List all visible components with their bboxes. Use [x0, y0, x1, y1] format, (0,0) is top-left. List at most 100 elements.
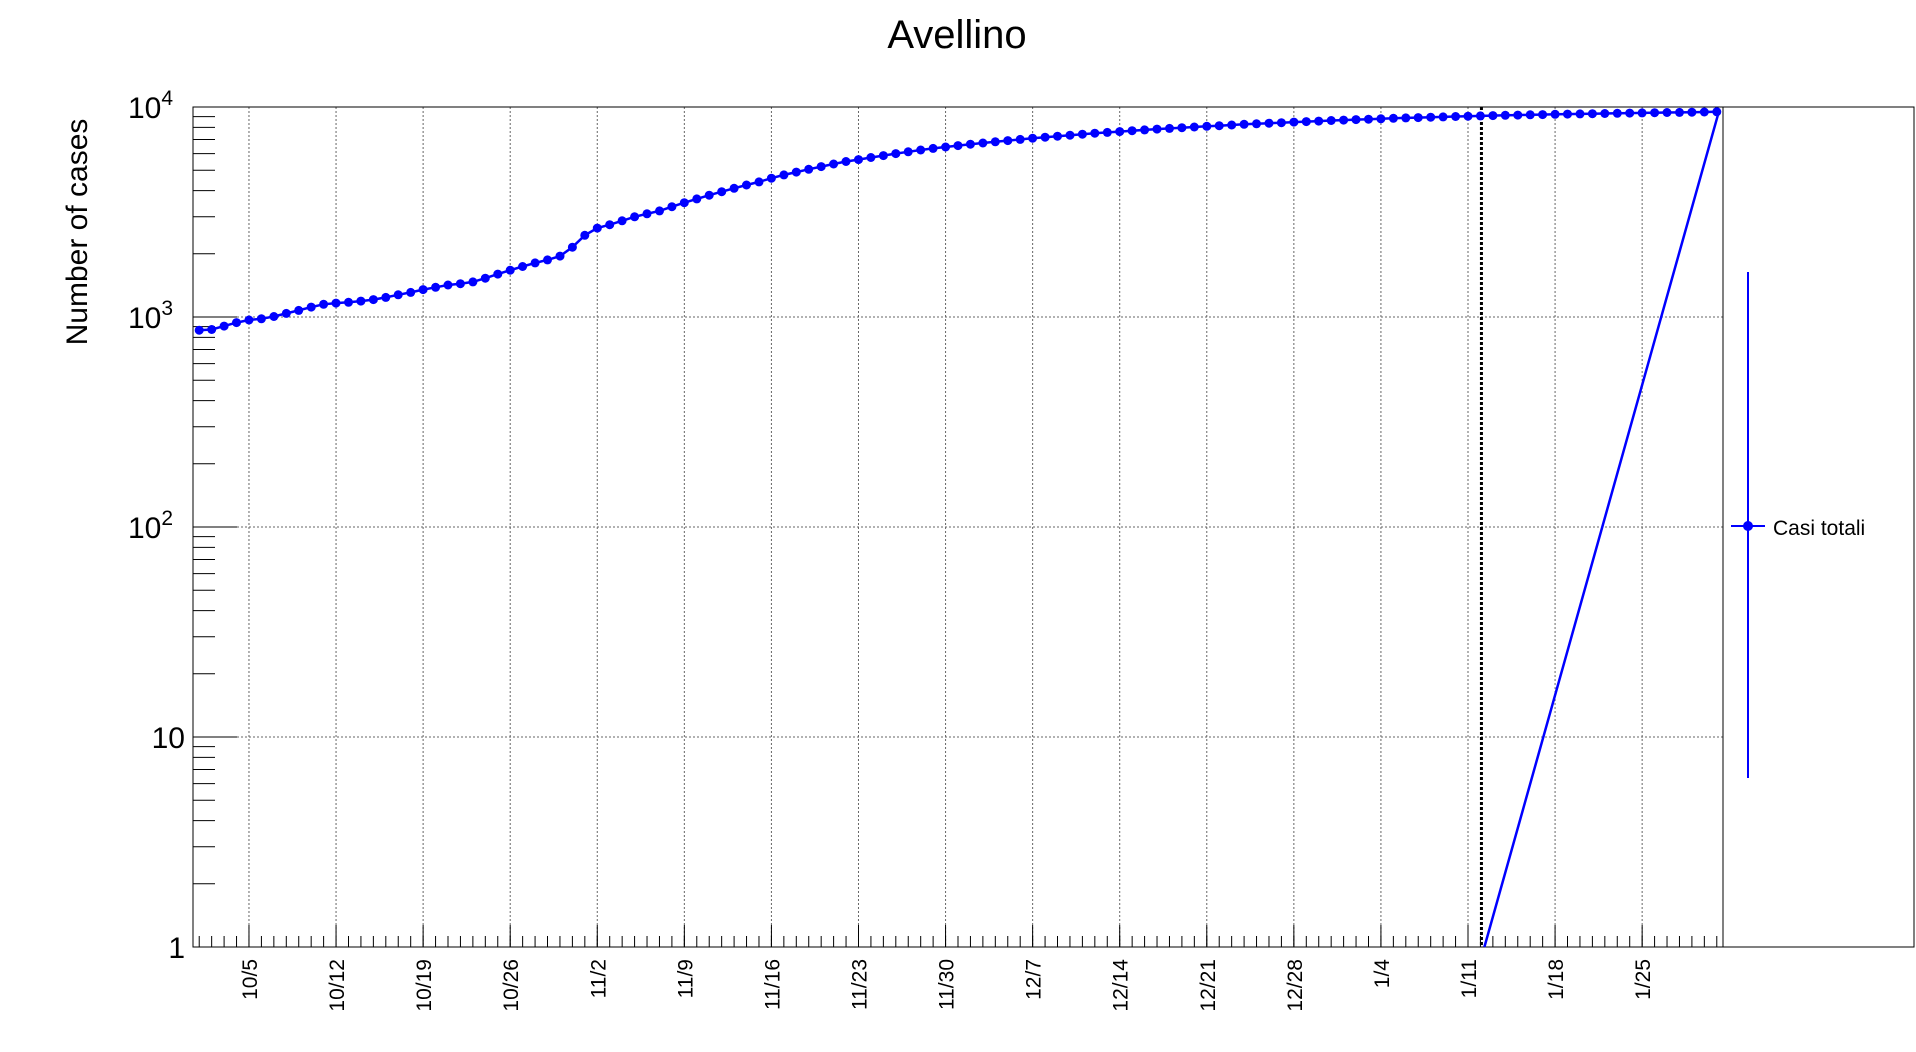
- data-point: [1463, 111, 1473, 121]
- data-point: [866, 153, 876, 162]
- data-point: [344, 297, 353, 307]
- data-point: [891, 149, 901, 159]
- data-point: [1239, 119, 1249, 129]
- data-point: [878, 151, 888, 161]
- data-point: [543, 255, 552, 265]
- data-point: [841, 157, 851, 166]
- data-point: [978, 138, 988, 148]
- x-tick-label: 11/9: [674, 959, 697, 998]
- data-point: [779, 170, 789, 180]
- y-tick-label: 102: [128, 507, 173, 545]
- data-point: [1550, 109, 1560, 119]
- data-point: [418, 285, 428, 295]
- y-axis-label: Number of cases: [61, 119, 94, 346]
- y-tick-label: 103: [128, 297, 173, 335]
- data-point: [916, 145, 926, 155]
- data-point: [232, 318, 241, 328]
- x-tick-label: 11/30: [936, 959, 959, 1010]
- x-tick-label: 1/11: [1458, 959, 1481, 998]
- data-point: [1140, 125, 1150, 135]
- data-point: [953, 141, 963, 151]
- data-point: [281, 308, 291, 318]
- x-tick-label: 11/2: [587, 959, 610, 998]
- data-point: [1687, 107, 1697, 117]
- data-point: [1401, 113, 1411, 123]
- data-point: [592, 223, 602, 233]
- data-point: [742, 180, 751, 190]
- data-point: [1376, 114, 1386, 124]
- data-point: [729, 183, 739, 193]
- data-point: [1090, 128, 1100, 138]
- x-tick-label: 10/5: [239, 959, 262, 1000]
- data-point: [1115, 127, 1125, 137]
- data-point: [1003, 136, 1013, 146]
- data-point: [1538, 110, 1548, 120]
- data-point: [194, 325, 204, 335]
- data-point: [704, 190, 714, 200]
- data-point: [717, 187, 727, 197]
- data-point: [381, 292, 391, 302]
- x-tick-label: 12/7: [1023, 959, 1046, 1000]
- data-point: [406, 287, 416, 297]
- x-tick-label: 10/26: [500, 959, 523, 1012]
- data-point: [468, 277, 478, 287]
- data-point: [1264, 118, 1274, 128]
- data-point: [443, 280, 453, 290]
- data-point: [518, 262, 528, 271]
- x-tick-label: 1/18: [1545, 959, 1568, 1000]
- data-point: [1612, 108, 1622, 118]
- y-tick-label: 10: [152, 722, 185, 755]
- data-point: [1127, 126, 1137, 136]
- data-point: [1475, 111, 1485, 121]
- x-tick-label: 1/4: [1371, 959, 1394, 989]
- data-point: [1364, 114, 1373, 124]
- data-point: [816, 162, 826, 172]
- data-point: [679, 198, 689, 208]
- data-point: [1500, 110, 1510, 120]
- data-point: [754, 177, 764, 187]
- data-point: [1438, 112, 1448, 122]
- legend: Casi totali: [1731, 272, 1865, 778]
- x-tick-label: 12/21: [1197, 959, 1220, 1012]
- data-point: [1575, 109, 1585, 119]
- data-point: [692, 194, 702, 204]
- data-point: [854, 155, 863, 165]
- x-tick-label: 10/19: [413, 959, 436, 1012]
- data-point: [331, 298, 341, 308]
- legend-label: Casi totali: [1773, 517, 1865, 540]
- data-point: [1040, 132, 1050, 142]
- data-point: [903, 147, 913, 157]
- data-point: [580, 230, 590, 240]
- data-point: [1525, 110, 1535, 120]
- data-point: [1662, 108, 1672, 117]
- y-tick-label: 1: [168, 932, 185, 965]
- data-point: [804, 164, 814, 174]
- data-point: [1015, 134, 1025, 144]
- legend-marker: [1743, 521, 1753, 531]
- data-point: [1712, 107, 1722, 117]
- data-point: [269, 312, 279, 321]
- data-point: [1625, 108, 1635, 118]
- data-point: [1028, 133, 1038, 143]
- data-point: [356, 296, 366, 306]
- data-point: [617, 216, 627, 226]
- data-point: [219, 321, 229, 331]
- data-point: [530, 258, 540, 268]
- data-point: [1326, 116, 1336, 125]
- x-tick-label: 12/28: [1284, 959, 1307, 1012]
- data-point: [555, 251, 565, 261]
- data-point: [829, 159, 839, 169]
- data-point: [1152, 124, 1162, 134]
- data-point: [306, 302, 316, 312]
- data-point: [505, 265, 515, 275]
- data-point: [294, 305, 304, 315]
- data-point: [965, 139, 975, 149]
- data-point: [1252, 119, 1261, 129]
- data-point: [630, 212, 640, 222]
- data-point: [642, 209, 652, 219]
- data-point: [1165, 123, 1174, 133]
- data-point: [319, 299, 329, 309]
- data-point: [1227, 120, 1237, 130]
- data-point: [655, 206, 664, 216]
